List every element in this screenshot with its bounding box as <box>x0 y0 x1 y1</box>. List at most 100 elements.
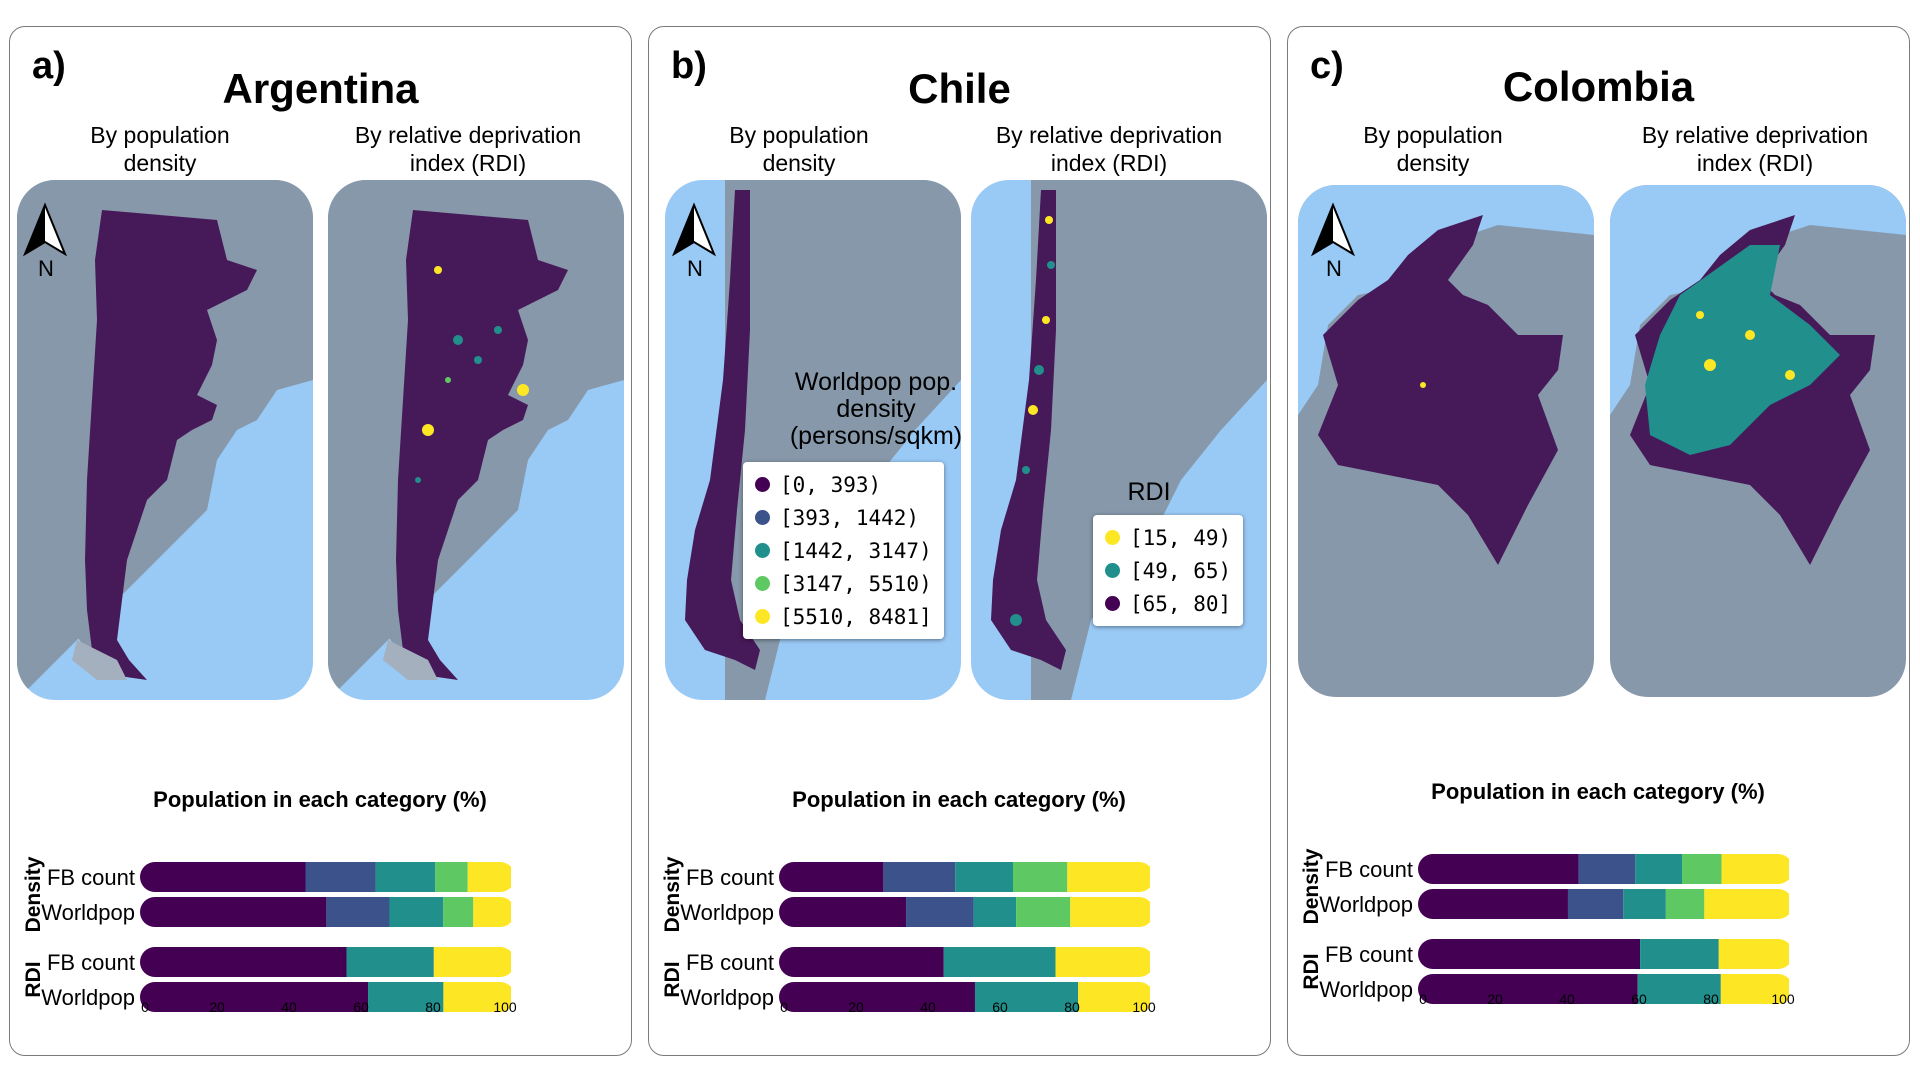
bar-segment <box>1665 889 1705 919</box>
chile-chart-svg: Population in each category (%) Density FB… <box>661 787 1156 1015</box>
density-map-title-line2: density <box>123 150 197 176</box>
colombia-rdi-map[interactable] <box>1610 185 1906 697</box>
legend-label: [1442, 3147) <box>780 538 932 563</box>
legend-dot <box>755 543 770 558</box>
x-tick-label: 40 <box>1559 991 1575 1007</box>
panel-title: Argentina <box>222 65 419 112</box>
x-tick-label: 100 <box>1132 999 1156 1015</box>
chile-strip <box>364 200 418 650</box>
bar-segment <box>1418 889 1568 919</box>
north-arrow: N <box>22 202 68 282</box>
x-tick-label: 80 <box>1064 999 1080 1015</box>
density-map-title: By population density <box>654 121 944 177</box>
legend-item: [65, 80] <box>1105 587 1231 620</box>
legend-label: [15, 49) <box>1130 525 1232 550</box>
legend-item: [5510, 8481] <box>755 600 932 633</box>
bar-segment <box>433 947 511 977</box>
legend-item: [1442, 3147) <box>755 534 932 567</box>
group-label-density: Density <box>22 856 45 932</box>
stacked-bar <box>779 862 1150 892</box>
bar-segment <box>779 897 907 927</box>
north-label: N <box>38 256 54 281</box>
colombia-density-map[interactable] <box>1298 185 1594 697</box>
bar-segment <box>443 897 474 927</box>
rdi-map-title: By relative deprivation index (RDI) <box>1610 121 1900 177</box>
bar-segment <box>1055 947 1150 977</box>
bar-segment <box>389 897 444 927</box>
argentina-density-map[interactable] <box>17 180 313 700</box>
density-legend-title-line1: Worldpop pop. <box>794 368 958 396</box>
south-america-land <box>1031 180 1267 700</box>
stacked-bar <box>140 897 511 927</box>
stacked-bar <box>140 947 511 977</box>
bar-segment <box>1078 982 1150 1012</box>
argentina-rdi-map[interactable] <box>328 180 624 700</box>
north-arrow-icon <box>22 202 68 257</box>
density-map-title-line1: By population <box>729 122 869 148</box>
x-tick-label: 20 <box>848 999 864 1015</box>
bar-segment <box>140 947 347 977</box>
bar-segment <box>1418 939 1641 969</box>
x-tick-label: 40 <box>920 999 936 1015</box>
x-tick-label: 0 <box>780 999 788 1015</box>
bar-segment <box>1623 889 1666 919</box>
rdi-map-title-line2: index (RDI) <box>1696 150 1814 176</box>
stacked-bar <box>1418 889 1789 919</box>
panel-title: Chile <box>908 65 1011 112</box>
argentina-shape <box>85 210 257 680</box>
legend-dot <box>755 510 770 525</box>
argentina-rdi-map-svg <box>328 180 624 700</box>
legend-label: [3147, 5510) <box>780 571 932 596</box>
stacked-bar <box>1418 939 1789 969</box>
x-tick-label: 60 <box>1631 991 1647 1007</box>
legend-dot <box>755 576 770 591</box>
bar-segment <box>1637 974 1721 1004</box>
bar-segment <box>305 862 376 892</box>
stacked-bar <box>140 862 511 892</box>
rdi-map-title-line2: index (RDI) <box>409 150 527 176</box>
chile-shape <box>991 190 1066 670</box>
bar-segment <box>1640 939 1719 969</box>
rdi-map-title-line1: By relative deprivation <box>354 122 582 148</box>
north-arrow-icon <box>671 202 717 257</box>
density-legend-title-line2: density <box>836 395 916 423</box>
density-map-title: By population density <box>15 121 305 177</box>
x-tick-label: 80 <box>425 999 441 1015</box>
legend-label: [65, 80] <box>1130 591 1232 616</box>
bar-segment <box>1067 862 1150 892</box>
rdi-hotspots <box>1010 216 1055 626</box>
bar-segment <box>883 862 956 892</box>
bar-segment <box>140 982 369 1012</box>
panel-argentina: a) Argentina By population density By re… <box>9 26 632 1056</box>
row-label: Worldpop <box>1319 892 1413 917</box>
bar-segment <box>779 947 944 977</box>
bar-segment <box>467 862 511 892</box>
water-area <box>1610 185 1906 415</box>
bar-segment <box>955 862 1013 892</box>
group-label-rdi: RDI <box>661 961 684 997</box>
chile-shape <box>685 190 760 670</box>
bar-segment <box>326 897 390 927</box>
rdi-teal-region <box>1645 245 1840 455</box>
legend-dot <box>1105 530 1120 545</box>
x-tick-label: 80 <box>1703 991 1719 1007</box>
density-map-title-line1: By population <box>1363 122 1503 148</box>
row-label: Worldpop <box>41 900 135 925</box>
panel-colombia: c) Colombia By population density By rel… <box>1287 26 1910 1056</box>
legend-item: [3147, 5510) <box>755 567 932 600</box>
rdi-legend-title-text: RDI <box>1127 478 1171 506</box>
group-label-rdi: RDI <box>22 961 45 997</box>
north-label: N <box>1326 256 1342 281</box>
bar-segment <box>375 862 436 892</box>
bar-segment <box>140 897 327 927</box>
colombia-chart-svg: Population in each category (%) Density FB… <box>1300 779 1795 1007</box>
row-label: FB count <box>686 950 774 975</box>
argentina-shape <box>396 210 568 680</box>
bar-segment <box>779 862 884 892</box>
row-label: Worldpop <box>680 985 774 1010</box>
argentina-stacked-bar-chart: Population in each category (%) Density FB… <box>10 767 633 1067</box>
stacked-bar <box>779 947 1150 977</box>
legend-item: [49, 65) <box>1105 554 1231 587</box>
row-label: FB count <box>47 865 135 890</box>
north-label: N <box>687 256 703 281</box>
